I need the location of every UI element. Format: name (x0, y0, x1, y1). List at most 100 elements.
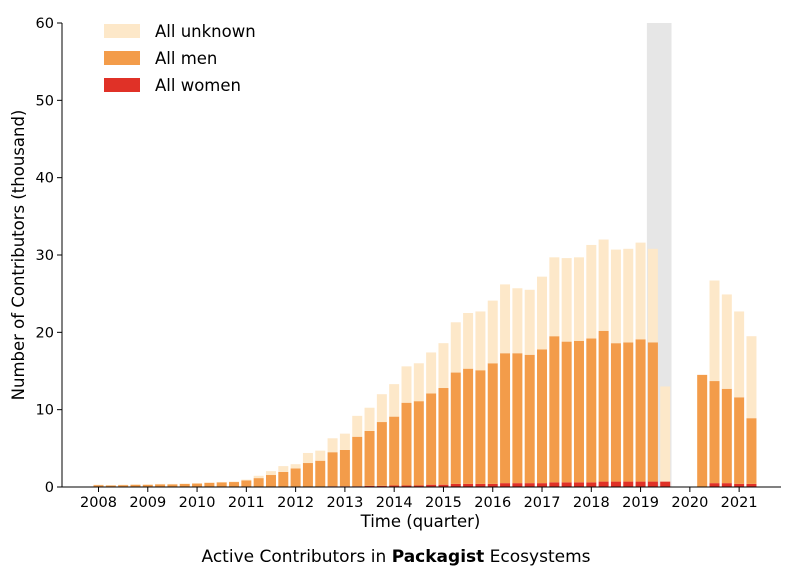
bar-all-men-2009Q3 (167, 484, 178, 487)
bar-all-unknown-2017Q1 (537, 276, 548, 350)
bar-all-men-2013Q2 (352, 436, 363, 487)
bar-all-women-2014Q3 (413, 485, 424, 487)
bar-all-men-2021Q2 (746, 418, 757, 484)
bar-all-men-2008Q3 (118, 485, 129, 487)
bar-all-men-2018Q3 (610, 343, 621, 482)
legend-swatch (104, 24, 140, 38)
bar-all-unknown-2019Q1 (635, 242, 646, 340)
x-tick-label: 2021 (721, 495, 758, 511)
bar-all-unknown-2018Q2 (598, 239, 609, 331)
x-tick-label: 2016 (474, 495, 511, 511)
chart-caption: Active Contributors in Packagist Ecosyst… (0, 547, 792, 567)
bar-all-men-2012Q2 (302, 463, 313, 487)
bar-all-men-2010Q3 (216, 482, 227, 487)
bar-all-unknown-2010Q2 (204, 482, 215, 483)
bar-all-men-2015Q4 (475, 370, 486, 484)
bar-all-unknown-2010Q4 (229, 481, 240, 483)
bar-all-men-2013Q1 (339, 449, 350, 487)
x-tick-label: 2020 (671, 495, 708, 511)
bar-all-men-2010Q1 (192, 483, 203, 487)
legend-label: All unknown (155, 22, 256, 41)
bar-all-women-2021Q2 (746, 483, 757, 487)
bar-all-men-2012Q4 (327, 452, 338, 487)
legend: All unknown All men All women (104, 22, 256, 95)
bar-all-men-2017Q3 (561, 341, 572, 483)
bar-all-unknown-2013Q2 (352, 415, 363, 437)
x-tick-label: 2018 (573, 495, 610, 511)
bar-all-men-2008Q4 (130, 484, 141, 487)
y-tick-label: 50 (36, 93, 54, 109)
bar-all-men-2020Q4 (721, 388, 732, 484)
bar-all-women-2016Q1 (487, 483, 498, 487)
x-tick-label: 2011 (228, 495, 265, 511)
bar-all-women-2018Q3 (610, 481, 621, 487)
bar-all-unknown-2011Q4 (278, 466, 289, 472)
caption-prefix: Active Contributors in (201, 547, 392, 567)
bar-all-unknown-2008Q4 (130, 484, 141, 485)
bars (93, 239, 757, 488)
bar-all-unknown-2011Q3 (265, 471, 276, 476)
bar-all-women-2016Q4 (524, 483, 535, 487)
bar-all-unknown-2013Q1 (339, 433, 350, 450)
bar-all-men-2011Q3 (265, 475, 276, 487)
bar-all-unknown-2014Q2 (401, 366, 412, 403)
bar-all-men-2011Q1 (241, 480, 252, 487)
bar-all-men-2009Q2 (155, 484, 166, 487)
bar-all-women-2017Q2 (549, 482, 560, 487)
x-tick-label: 2017 (524, 495, 561, 511)
bar-all-unknown-2012Q3 (315, 450, 326, 461)
bar-all-men-2008Q2 (105, 485, 116, 487)
legend-swatch (104, 78, 140, 92)
legend-label: All men (155, 49, 217, 68)
bar-all-men-2014Q3 (413, 401, 424, 486)
bar-all-men-2016Q3 (512, 353, 523, 484)
bar-all-men-2018Q4 (623, 342, 634, 482)
axes: 0 10 20 30 40 50 60 2008 2009 2010 2011 2012 2013 201… (9, 16, 781, 531)
bar-all-unknown-2017Q4 (573, 257, 584, 341)
bar-all-men-2015Q3 (463, 368, 474, 484)
bar-all-unknown-2014Q1 (389, 384, 400, 417)
y-tick-label: 20 (36, 325, 54, 341)
bar-all-unknown-2016Q4 (524, 289, 535, 355)
bar-all-men-2017Q4 (573, 340, 584, 483)
bar-all-women-2015Q2 (450, 483, 461, 487)
bar-all-women-2015Q3 (463, 483, 474, 487)
bar-all-unknown-2021Q2 (746, 336, 757, 419)
bar-all-unknown-2016Q3 (512, 288, 523, 354)
bar-all-unknown-2015Q4 (475, 311, 486, 371)
x-tick-label: 2013 (326, 495, 363, 511)
bar-all-unknown-2013Q3 (364, 407, 375, 431)
bar-all-women-2019Q3 (660, 481, 671, 487)
bar-all-unknown-2016Q1 (487, 300, 498, 364)
bar-all-unknown-2016Q2 (500, 284, 511, 354)
bar-all-unknown-2012Q4 (327, 438, 338, 453)
bar-all-men-2017Q2 (549, 336, 560, 483)
bar-all-women-2013Q4 (376, 485, 387, 487)
y-tick-label: 30 (36, 248, 54, 264)
bar-all-women-2019Q1 (635, 481, 646, 487)
x-tick-label: 2015 (425, 495, 462, 511)
bar-all-unknown-2008Q1 (93, 484, 104, 486)
y-tick-label: 0 (45, 480, 54, 496)
bar-all-unknown-2015Q2 (450, 322, 461, 373)
y-tick-label: 60 (36, 16, 54, 32)
legend-label: All women (155, 76, 241, 95)
bar-all-men-2012Q3 (315, 460, 326, 487)
bar-all-men-2014Q4 (426, 393, 437, 485)
bar-all-men-2015Q2 (450, 372, 461, 484)
bar-all-men-2017Q1 (537, 349, 548, 484)
bar-all-unknown-2009Q1 (142, 484, 153, 485)
bar-all-women-2020Q4 (721, 483, 732, 487)
bar-all-women-2016Q3 (512, 483, 523, 487)
bar-all-unknown-2019Q2 (647, 248, 658, 343)
bar-all-unknown-2013Q4 (376, 394, 387, 423)
x-tick-label: 2009 (129, 495, 166, 511)
bar-all-unknown-2011Q2 (253, 475, 264, 479)
bar-all-men-2016Q4 (524, 354, 535, 484)
bar-all-men-2014Q1 (389, 416, 400, 486)
bar-all-unknown-2020Q3 (709, 280, 720, 382)
bar-all-women-2017Q4 (573, 482, 584, 487)
bar-all-men-2013Q4 (376, 422, 387, 486)
bar-all-men-2008Q1 (93, 485, 104, 487)
